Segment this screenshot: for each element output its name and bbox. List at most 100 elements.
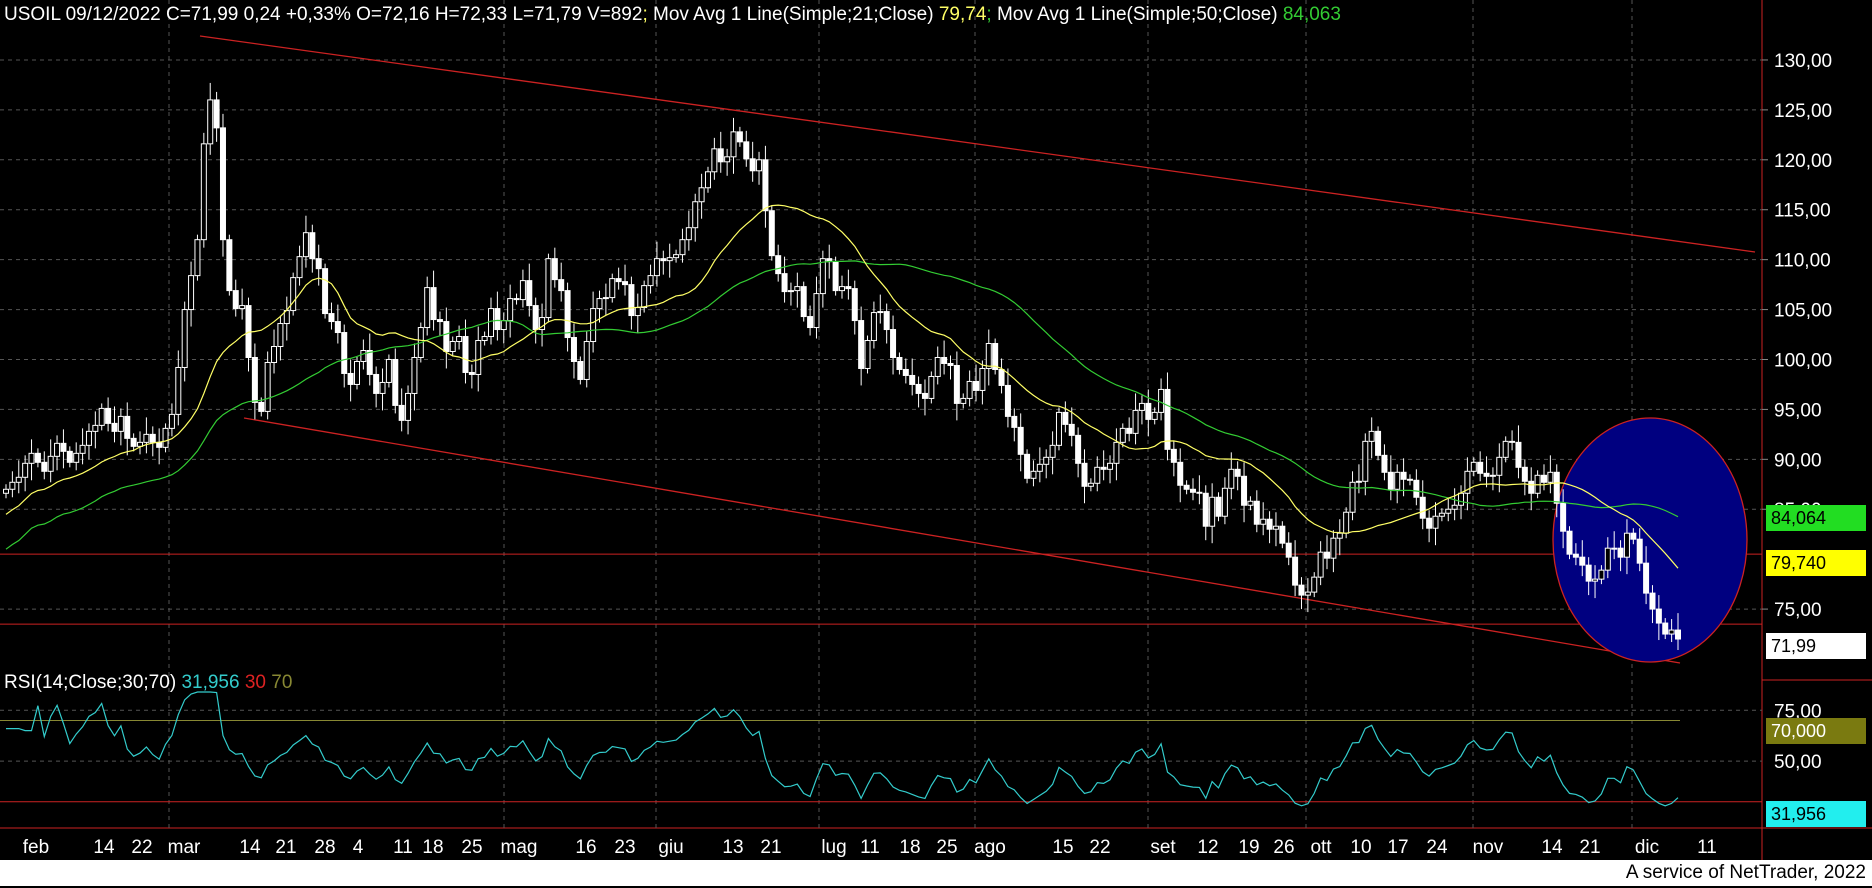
candle-body [1617, 547, 1624, 558]
candle-body [902, 368, 909, 376]
candle-body [1113, 441, 1120, 464]
candle-body [1196, 491, 1203, 494]
candle-body [1553, 471, 1560, 504]
candle-body [1317, 551, 1324, 578]
candle-body [1215, 496, 1222, 517]
candle-body [979, 367, 986, 391]
candle-body [3, 488, 9, 494]
candle-body [858, 320, 865, 369]
candle-body [1362, 440, 1369, 482]
candle-body [436, 319, 443, 323]
x-tick-label: feb [23, 837, 49, 858]
candle-body [1509, 440, 1516, 443]
quote-values: C=71,99 0,24 +0,33% O=72,16 H=72,33 L=71… [165, 4, 643, 25]
ma21-line [5, 204, 1679, 569]
y-tick-label: 130,00 [1774, 51, 1832, 72]
candle-body [1177, 461, 1184, 486]
x-tick-label: 13 [722, 837, 743, 858]
candle-body [1566, 530, 1573, 555]
x-tick-label: 24 [1426, 837, 1448, 858]
rsi-line [6, 691, 1679, 807]
candle-body [570, 337, 577, 362]
y-tick-label: 120,00 [1774, 151, 1832, 172]
candle-body [1355, 480, 1362, 483]
candle-body [1107, 462, 1114, 470]
candle-body [583, 341, 590, 380]
x-tick-label: 12 [1197, 837, 1218, 858]
x-tick-label: 14 [93, 837, 115, 858]
candle-body [258, 401, 265, 412]
candle-body [851, 288, 858, 322]
candle-body [1087, 482, 1094, 487]
candle-body [1228, 468, 1235, 489]
candle-body [162, 427, 169, 448]
ma50-value: 84,063 [1282, 4, 1341, 25]
y-tick-label: 110,00 [1774, 251, 1831, 272]
x-tick-label: giu [658, 837, 683, 858]
candle-body [609, 278, 616, 299]
candle-body [1649, 592, 1656, 610]
candle-body [449, 341, 456, 353]
candle-body [1496, 456, 1503, 476]
candle-body [1209, 496, 1216, 527]
candle-body [1241, 475, 1248, 506]
candle-body [787, 290, 794, 293]
candle-body [54, 442, 61, 457]
candle-body [1221, 487, 1228, 517]
ma50-price-tag: 84,064 [1766, 505, 1866, 531]
candle-body [756, 159, 763, 172]
candle-body [1189, 488, 1196, 493]
candle-body [111, 422, 118, 432]
candle-body [1260, 518, 1267, 525]
candle-body [704, 171, 711, 189]
candle-body [679, 239, 686, 256]
y-tick-label: 100,00 [1774, 350, 1832, 371]
candle-body [430, 287, 437, 321]
candle-body [207, 99, 214, 145]
candle-body [411, 356, 418, 394]
candle-body [1470, 461, 1477, 472]
rsi-high-level: 70 [271, 672, 293, 693]
candle-body [328, 313, 335, 323]
candle-body [660, 258, 667, 262]
candle-body [1024, 453, 1031, 479]
rsi-high-tag: 70,000 [1766, 718, 1866, 744]
candle-body [1164, 388, 1171, 450]
x-tick-label: mag [501, 837, 538, 858]
candle-body [1394, 471, 1401, 490]
candle-body [1432, 515, 1439, 529]
candle-body [200, 143, 207, 241]
candle-body [456, 336, 463, 343]
candle-body [998, 368, 1005, 386]
candle-body [1636, 538, 1643, 564]
candle-body [915, 383, 922, 394]
highlight-ellipse [1552, 417, 1748, 663]
x-tick-label: 19 [1238, 837, 1259, 858]
candle-body [1094, 466, 1101, 484]
candle-body [1285, 542, 1292, 558]
candle-body [909, 374, 916, 385]
candle-body [353, 360, 360, 385]
candle-body [973, 380, 980, 391]
candle-body [985, 343, 992, 369]
candle-body [526, 280, 533, 307]
candle-body [85, 430, 92, 446]
candle-body [41, 461, 48, 472]
candle-body [743, 141, 750, 160]
x-tick-label: 4 [353, 837, 364, 858]
candle-body [475, 340, 482, 375]
candle-body [232, 290, 239, 310]
candle-body [819, 258, 826, 295]
candle-body [1183, 484, 1190, 490]
x-tick-label: 11 [1697, 837, 1717, 858]
candle-body [921, 392, 928, 399]
candle-body [775, 255, 782, 275]
candle-body [488, 308, 495, 338]
candle-body [1426, 517, 1433, 529]
candle-body [590, 308, 597, 343]
candle-body [992, 343, 999, 370]
candle-body [28, 452, 35, 464]
candle-body [360, 350, 367, 362]
candle-body [653, 258, 660, 277]
